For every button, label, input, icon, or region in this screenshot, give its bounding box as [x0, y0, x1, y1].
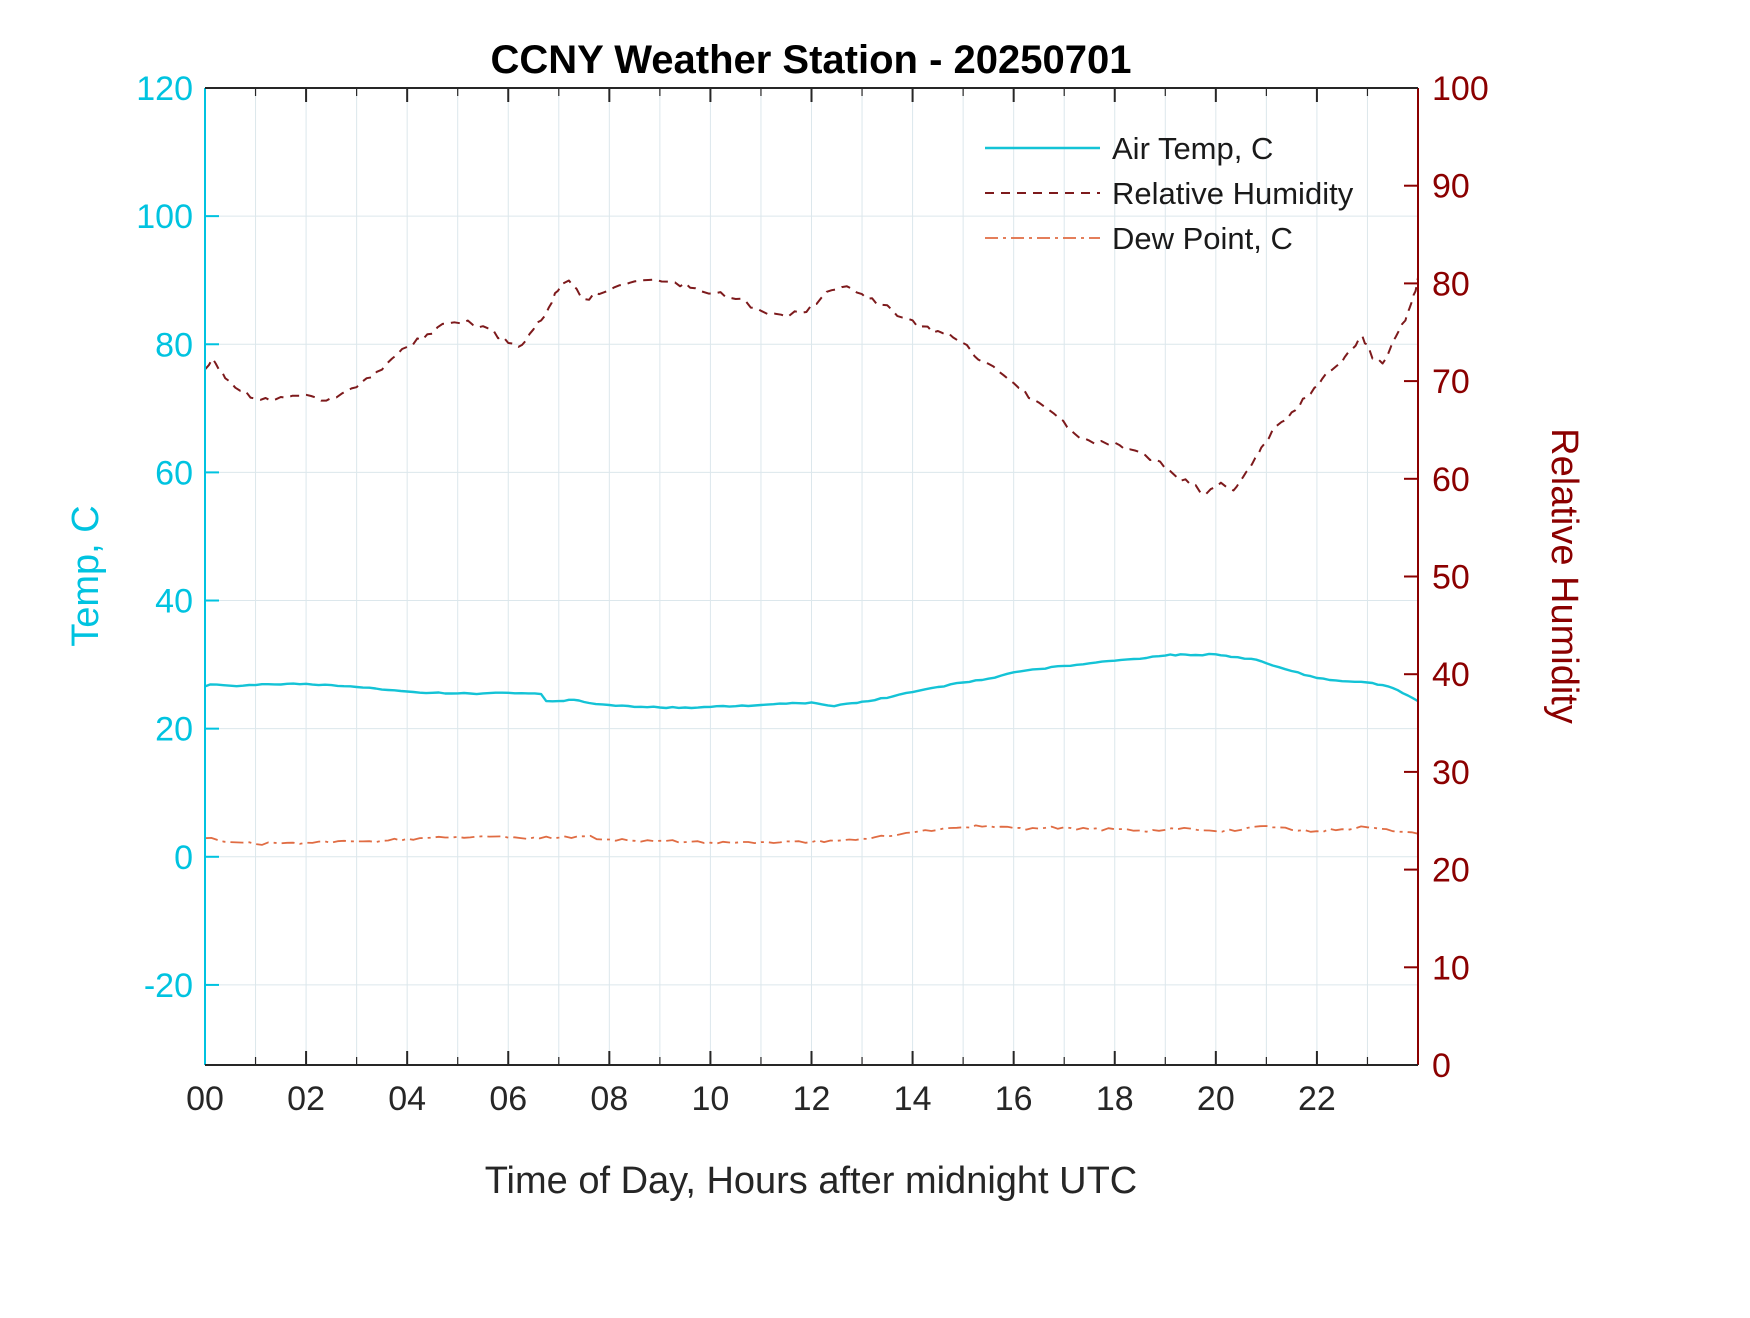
y-left-tick-label: 100: [136, 198, 193, 236]
x-tick-label: 00: [186, 1080, 224, 1118]
y-left-tick-label: 120: [136, 70, 193, 108]
y-left-tick-label: -20: [144, 967, 193, 1005]
y-left-tick-label: 20: [155, 711, 193, 749]
series-line-relative-humidity: [205, 277, 1418, 496]
x-tick-label: 04: [388, 1080, 426, 1118]
legend-label: Relative Humidity: [1112, 176, 1354, 211]
y-right-tick-label: 40: [1432, 656, 1470, 694]
x-tick-label: 06: [489, 1080, 527, 1118]
y-right-tick-label: 80: [1432, 265, 1470, 303]
y-axis-left-label: Temp, C: [65, 505, 107, 646]
y-left-tick-label: 60: [155, 454, 193, 492]
plot-box: [204, 87, 1419, 1066]
y-right-tick-label: 30: [1432, 754, 1470, 792]
x-tick-label: 20: [1197, 1080, 1235, 1118]
series-line-dew-point-c: [205, 824, 1418, 846]
legend-label: Air Temp, C: [1112, 131, 1273, 166]
tick-labels: 00 02 04 06 08 10 12 14 16 18 20 22-200204060801001…: [136, 70, 1488, 1118]
x-tick-label: 22: [1298, 1080, 1336, 1118]
x-tick-label: 02: [287, 1080, 325, 1118]
gridlines: [205, 88, 1418, 1065]
y-right-tick-label: 70: [1432, 363, 1470, 401]
y-right-tick-label: 50: [1432, 559, 1470, 597]
y-axis-right-label: Relative Humidity: [1543, 428, 1585, 724]
y-right-tick-label: 10: [1432, 949, 1470, 987]
x-tick-label: 12: [793, 1080, 831, 1118]
y-right-tick-label: 20: [1432, 852, 1470, 890]
x-tick-label: 10: [692, 1080, 730, 1118]
x-tick-label: 18: [1096, 1080, 1134, 1118]
y-right-tick-label: 0: [1432, 1047, 1451, 1085]
x-axis-label: Time of Day, Hours after midnight UTC: [485, 1160, 1138, 1202]
y-right-tick-label: 100: [1432, 70, 1489, 108]
x-tick-label: 16: [995, 1080, 1033, 1118]
axis-ticks: [204, 87, 1419, 1066]
legend-label: Dew Point, C: [1112, 221, 1293, 256]
y-right-tick-label: 60: [1432, 461, 1470, 499]
chart-title: CCNY Weather Station - 20250701: [491, 38, 1132, 82]
data-series: [205, 277, 1418, 846]
y-left-tick-label: 0: [174, 839, 193, 877]
legend: Air Temp, C Relative Humidity Dew Point, C: [985, 131, 1354, 256]
x-tick-label: 08: [590, 1080, 628, 1118]
y-right-tick-label: 90: [1432, 168, 1470, 206]
y-left-tick-label: 40: [155, 583, 193, 621]
y-left-tick-label: 80: [155, 326, 193, 364]
x-tick-label: 14: [894, 1080, 932, 1118]
series-line-air-temp-c: [205, 652, 1418, 710]
